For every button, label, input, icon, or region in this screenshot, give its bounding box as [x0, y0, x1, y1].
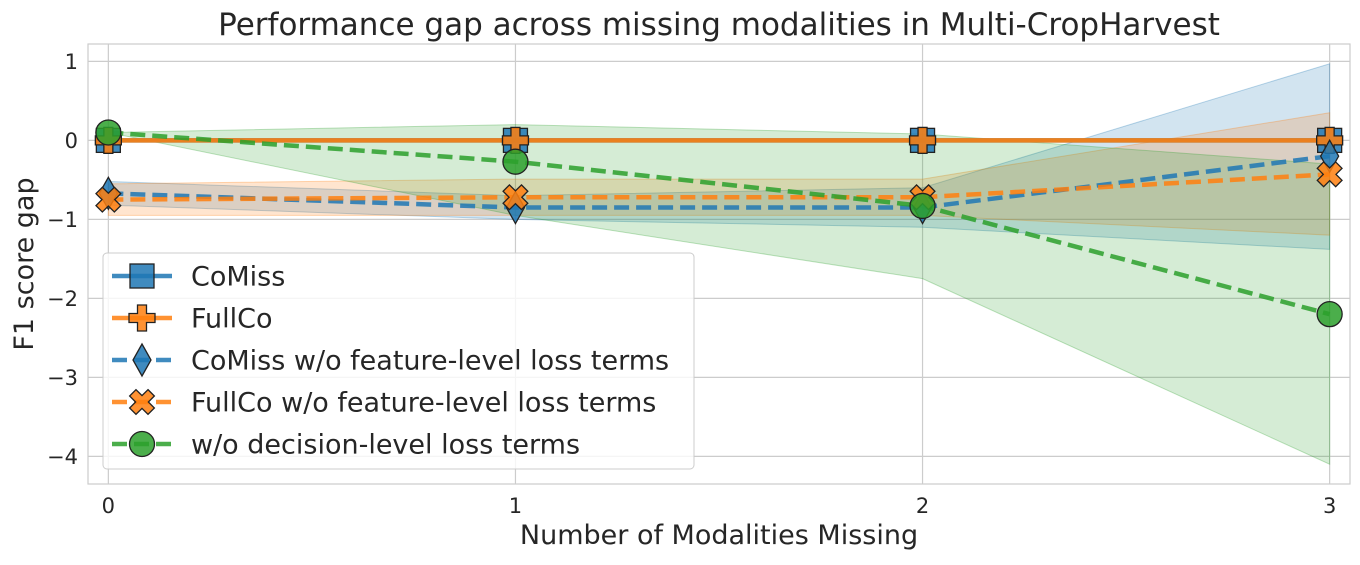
tick-labels: 0 1 2 3 1 0 −1 −2 −3 −4	[47, 50, 1336, 518]
y-tick-label: −1	[47, 208, 78, 232]
data-point	[502, 148, 529, 175]
data-point	[95, 186, 122, 213]
y-tick-label: −2	[47, 287, 78, 311]
x-tick-label: 3	[1323, 494, 1336, 518]
legend-label: CoMiss w/o feature-level loss terms	[191, 346, 669, 377]
legend-marker	[128, 304, 156, 332]
y-axis-label: F1 score gap	[9, 177, 40, 350]
x-tick-label: 0	[102, 494, 115, 518]
data-point	[1316, 301, 1343, 328]
legend: CoMiss FullCo CoMiss w/o feature-level los…	[102, 252, 695, 470]
y-tick-label: −4	[47, 445, 78, 469]
data-point	[502, 183, 529, 211]
data-point	[908, 126, 937, 155]
x-tick-label: 1	[509, 494, 522, 518]
series-markers	[94, 119, 1344, 328]
series-line	[108, 172, 1330, 202]
series-lines	[108, 130, 1331, 317]
chart-title: Performance gap across missing modalitie…	[218, 7, 1220, 43]
series-line	[108, 130, 1331, 317]
y-tick-label: 1	[65, 50, 78, 74]
legend-box	[102, 252, 695, 470]
x-tick-label: 2	[916, 494, 929, 518]
confidence-band	[107, 112, 1331, 236]
legend-label: FullCo w/o feature-level loss terms	[191, 388, 656, 419]
legend-label: w/o decision-level loss terms	[191, 430, 580, 461]
y-tick-label: 0	[65, 129, 78, 153]
confidence-bands	[107, 63, 1331, 466]
data-point	[909, 192, 936, 220]
legend-label: CoMiss	[191, 262, 285, 293]
data-point	[95, 119, 122, 146]
legend-marker	[128, 430, 156, 458]
legend-label: FullCo	[191, 304, 273, 335]
legend-marker	[132, 342, 152, 378]
data-point	[1316, 161, 1343, 188]
legend-marker	[128, 388, 156, 416]
x-axis-label: Number of Modalities Missing	[520, 520, 918, 551]
legend-marker	[129, 263, 155, 289]
confidence-band	[107, 63, 1331, 250]
y-tick-label: −3	[47, 366, 78, 390]
